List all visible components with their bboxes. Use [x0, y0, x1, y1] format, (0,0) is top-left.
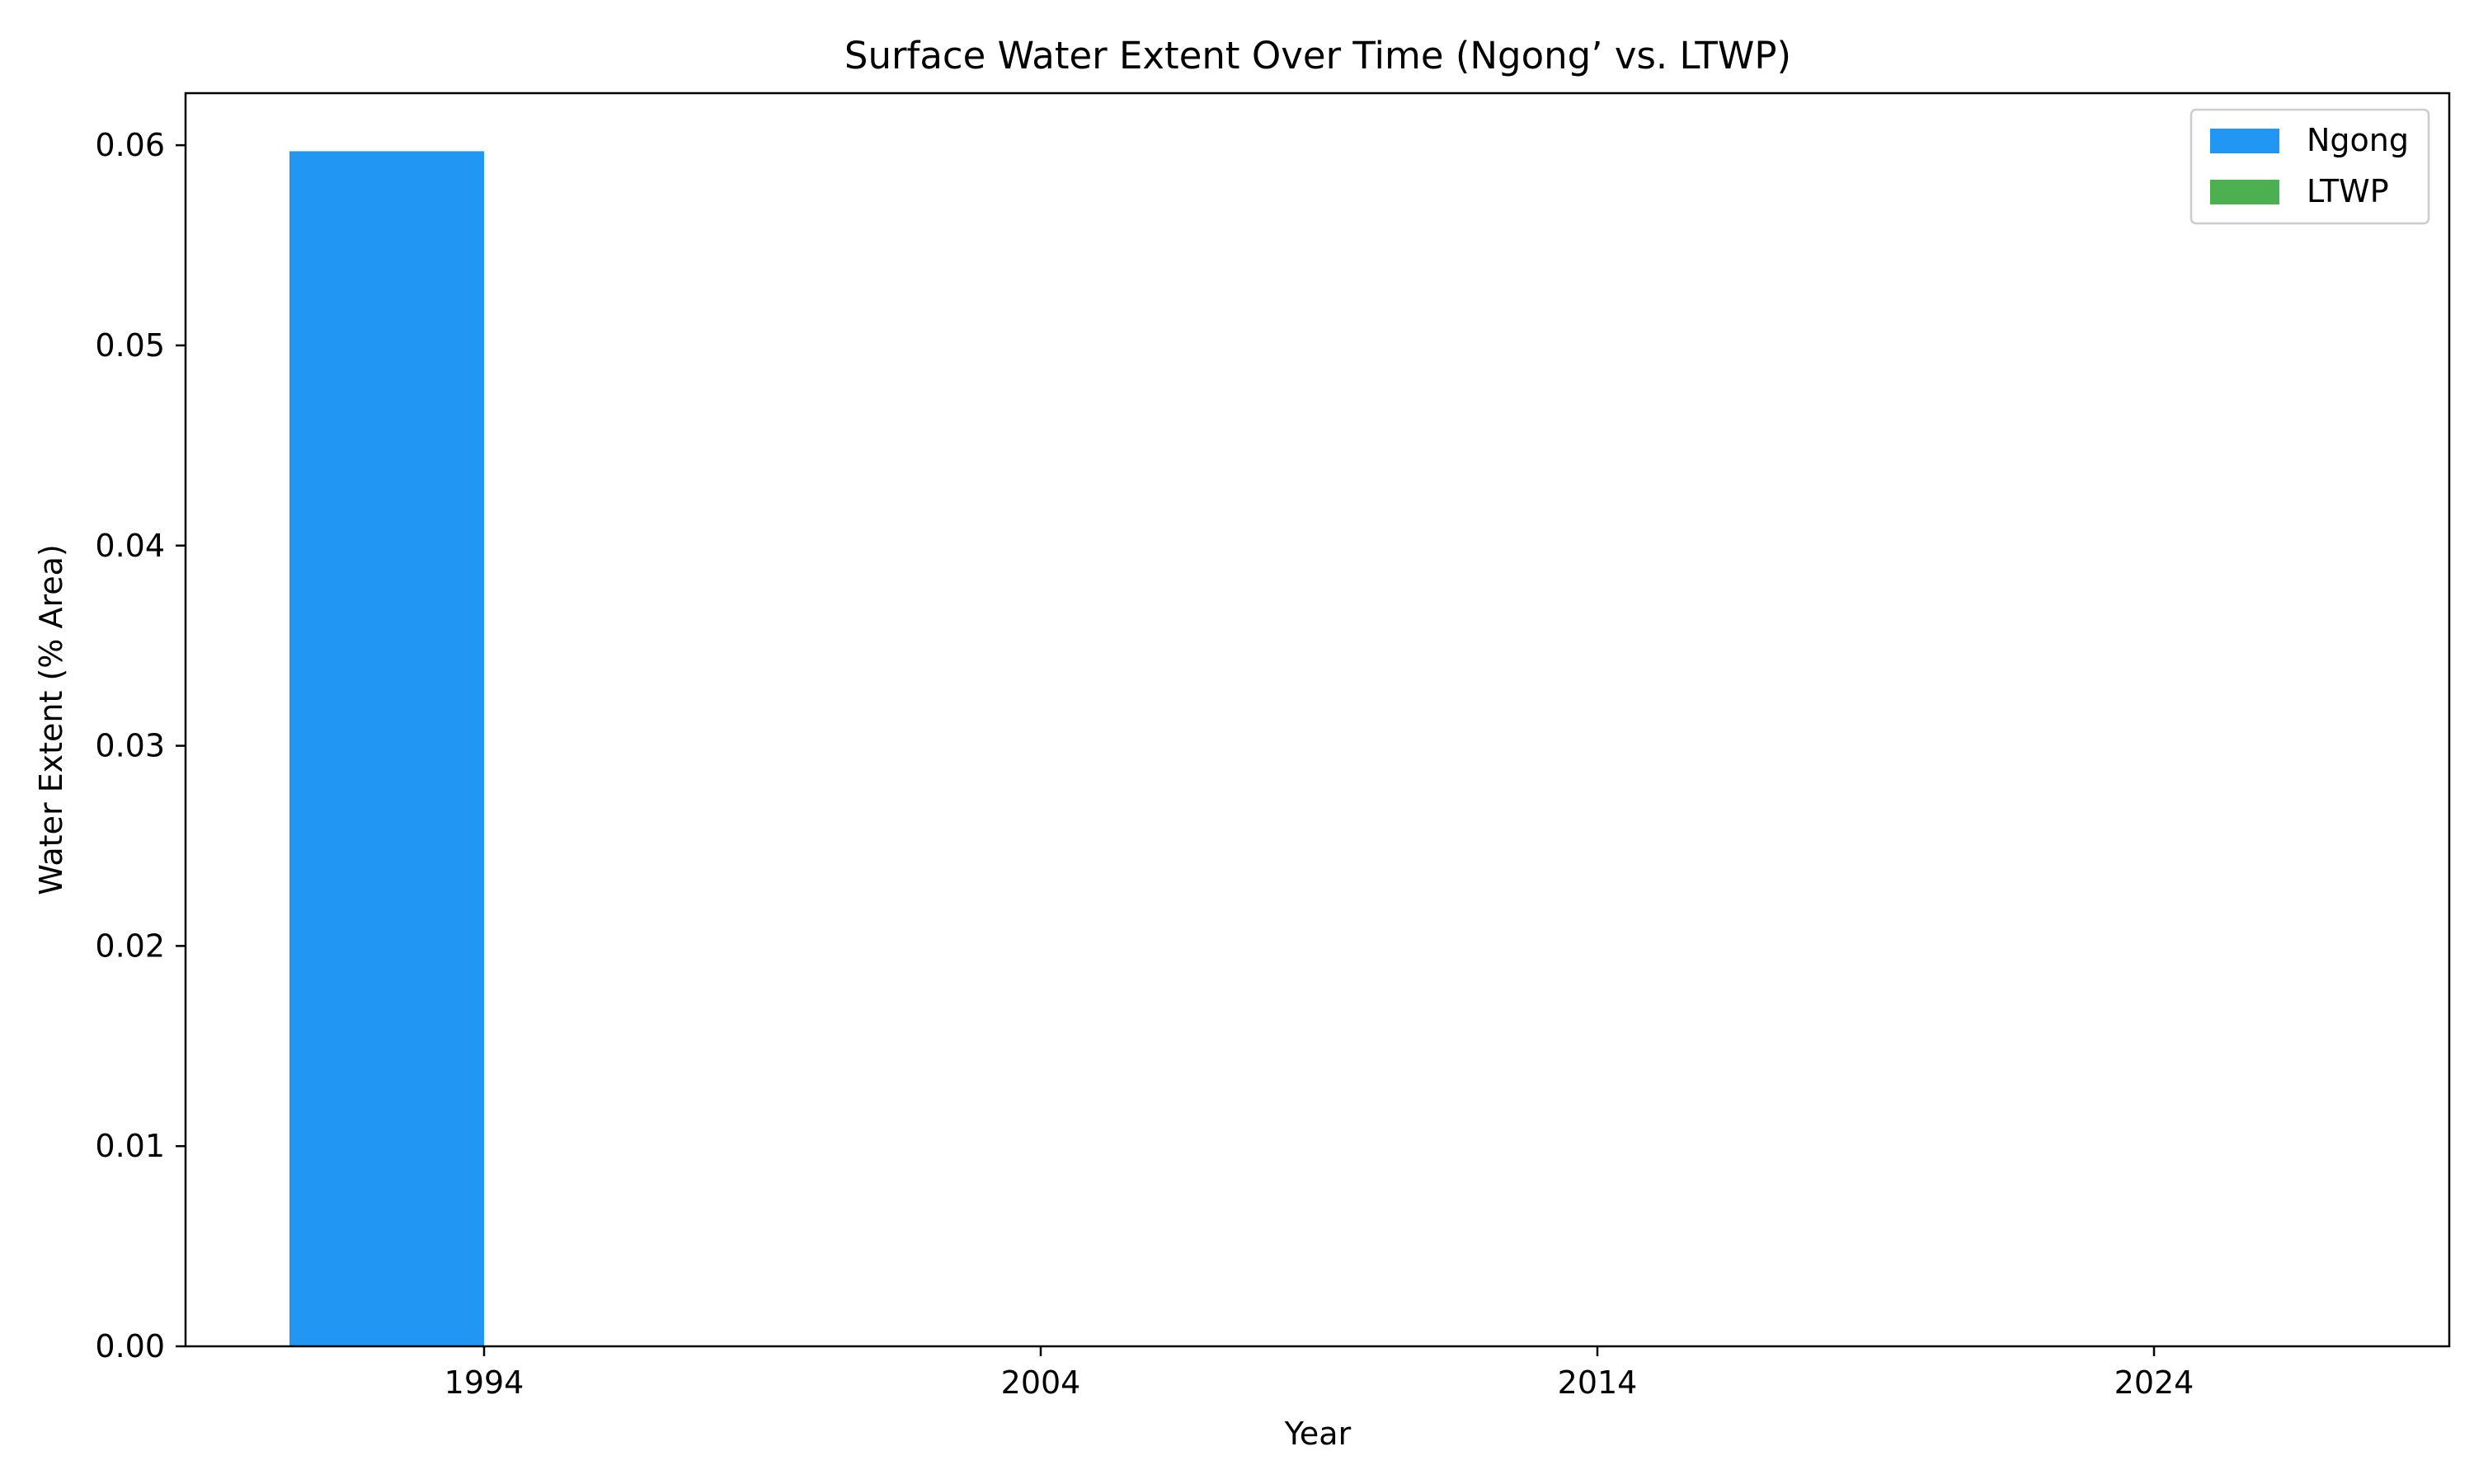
y-axis: 0.00 0.01 0.02 0.03 0.04 0.05 0.06	[95, 127, 186, 1364]
x-tick-label: 2004	[1001, 1364, 1081, 1401]
legend-swatch-ngong	[2210, 129, 2279, 153]
bar-ngong-1994	[289, 151, 484, 1347]
x-tick-label: 1994	[444, 1364, 524, 1401]
plot-frame	[184, 92, 2451, 1348]
legend-swatch-ltwp	[2210, 180, 2279, 204]
y-tick-label: 0.02	[95, 928, 165, 964]
y-axis-label: Water Extent (% Area)	[33, 544, 69, 895]
x-axis: 1994 2004 2014 2024	[444, 1346, 2194, 1401]
y-tick-label: 0.04	[95, 528, 165, 564]
y-tick-label: 0.01	[95, 1128, 165, 1164]
legend: Ngong LTWP	[2189, 108, 2430, 225]
bars-layer	[289, 151, 484, 1347]
x-axis-label: Year	[1284, 1416, 1352, 1452]
chart-title: Surface Water Extent Over Time (Ngong’ v…	[844, 34, 1791, 77]
y-tick-label: 0.00	[95, 1328, 165, 1364]
x-tick-label: 2014	[1558, 1364, 1638, 1401]
y-tick-label: 0.03	[95, 728, 165, 764]
legend-label-ngong: Ngong	[2307, 122, 2409, 158]
y-tick-label: 0.05	[95, 327, 165, 364]
x-tick-label: 2024	[2114, 1364, 2194, 1401]
legend-label-ltwp: LTWP	[2307, 173, 2389, 209]
y-tick-label: 0.06	[95, 127, 165, 163]
